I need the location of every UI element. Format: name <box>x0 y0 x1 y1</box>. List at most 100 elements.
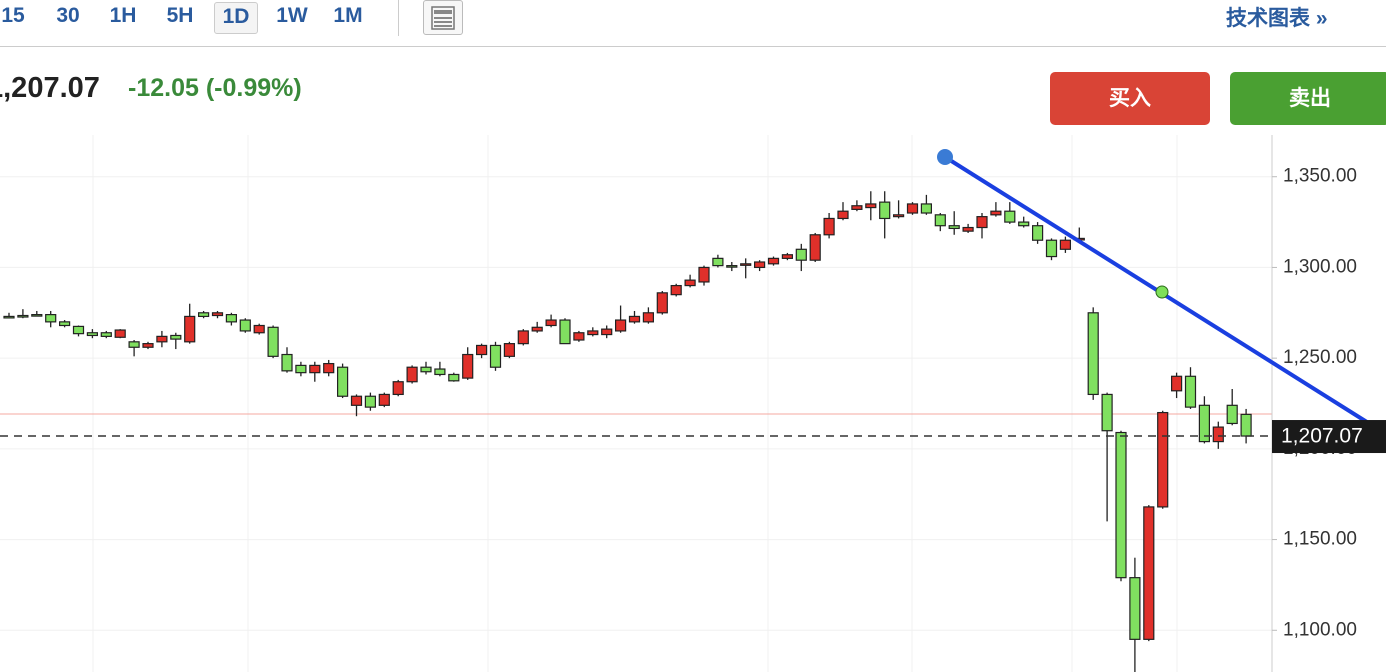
sell-button[interactable]: 卖出 <box>1230 72 1386 125</box>
candle-body <box>350 395 363 406</box>
candle-body <box>156 335 168 343</box>
candle-body <box>420 366 432 373</box>
candle-body <box>337 366 349 397</box>
candle-body <box>1240 413 1252 437</box>
change-pct: (-0.99%) <box>205 74 302 102</box>
candle-body <box>962 226 974 232</box>
candle-body <box>795 248 807 261</box>
trend-line <box>943 155 1380 431</box>
candle-body <box>364 395 376 408</box>
price: 1,207.07 <box>0 72 100 104</box>
candle-body <box>879 201 891 220</box>
trend-handle <box>1370 421 1386 437</box>
buy-button[interactable]: 买入 <box>1050 72 1210 125</box>
candle-body <box>17 314 29 318</box>
toolbar: 15 30 1H 5H 1D 1W 1M 技术图表 » <box>0 0 1386 47</box>
candle-body <box>323 362 335 374</box>
candle-body <box>823 217 835 236</box>
candle-body <box>211 312 224 317</box>
candle-body <box>184 315 196 343</box>
candles <box>3 191 1252 672</box>
candle-body <box>767 257 780 265</box>
candle-body <box>726 265 738 268</box>
candle-body <box>1129 577 1141 640</box>
candle-body <box>781 254 794 259</box>
candle-body <box>3 315 15 319</box>
candle-body <box>948 225 960 230</box>
candle-body <box>614 319 627 332</box>
tab[interactable]: 30 <box>56 4 80 27</box>
candle-body <box>1115 431 1127 579</box>
candle-body <box>573 332 585 341</box>
tech-chart-link[interactable]: 技术图表 » <box>1226 7 1328 30</box>
candle-body <box>392 381 404 396</box>
tab[interactable]: 1M <box>333 4 363 27</box>
candle-body <box>1212 426 1224 443</box>
candle-body <box>531 326 543 332</box>
candle-body <box>1045 239 1058 258</box>
trend-mid-handle <box>1155 285 1169 299</box>
candle-body <box>851 205 863 210</box>
last-price-tag <box>1272 420 1386 454</box>
tab[interactable]: 15 <box>1 4 25 27</box>
candle-body <box>1184 375 1197 408</box>
last-price-label: 1,207.07 <box>1281 425 1363 448</box>
candle-body <box>1226 404 1238 425</box>
icon-graphic <box>431 6 455 30</box>
candle-body <box>976 216 988 229</box>
candle-body <box>753 261 766 269</box>
candle-body <box>656 292 668 314</box>
candle-body <box>837 210 849 220</box>
candle-body <box>476 344 488 356</box>
y-tick-label: 1,300.00 <box>1283 256 1357 277</box>
candle-body <box>170 334 182 340</box>
candle-body <box>740 263 752 266</box>
candle-body <box>906 203 919 214</box>
y-axis: 1,100.00 1,150.00 1,200.00 1,250.00 1,300.00… <box>1272 166 1357 640</box>
candle-body <box>1170 375 1183 392</box>
candle-body <box>253 324 265 334</box>
candle-body <box>642 312 655 323</box>
candle-body <box>142 343 154 348</box>
candle-body <box>698 266 710 283</box>
change-abs: -12.05 <box>128 74 199 102</box>
candle-body <box>489 344 502 368</box>
candle-body <box>1101 393 1113 432</box>
candle-body <box>1031 225 1044 241</box>
candle-body <box>892 214 905 218</box>
candle-body <box>378 393 390 406</box>
candle-body <box>281 353 293 372</box>
candle-body <box>1198 404 1211 443</box>
y-tick-label: 1,250.00 <box>1283 347 1357 368</box>
candle-body <box>448 373 460 382</box>
candle-body <box>1143 506 1155 640</box>
y-tick-label: 1,150.00 <box>1283 529 1357 550</box>
tab[interactable]: 1W <box>276 4 308 27</box>
candle-body <box>128 341 140 348</box>
candle-body <box>934 214 946 227</box>
change: -12.05 (-0.99%) <box>128 74 302 103</box>
tab-selected[interactable]: 1D <box>214 2 258 34</box>
candle-body <box>809 234 821 261</box>
candle-body <box>239 319 251 332</box>
candle-body <box>434 368 446 376</box>
candle-body <box>628 315 641 323</box>
candle-body <box>86 332 99 337</box>
tab[interactable]: 5H <box>166 4 194 27</box>
candle-body <box>295 364 307 374</box>
candle-body <box>517 330 529 345</box>
candle-body <box>58 321 71 327</box>
candle-body <box>31 314 43 317</box>
candle-body <box>100 332 112 337</box>
candle-body <box>45 314 57 323</box>
candle-body <box>865 203 877 209</box>
candle-body <box>601 328 613 336</box>
trend-handle <box>937 149 953 165</box>
candle-body <box>72 325 85 335</box>
trend-drawing <box>937 149 1386 437</box>
y-tick-label: 1,200.00 <box>1283 438 1357 459</box>
tab[interactable]: 1H <box>109 4 137 27</box>
candle-body <box>406 366 418 383</box>
layout-icon[interactable] <box>423 0 463 35</box>
